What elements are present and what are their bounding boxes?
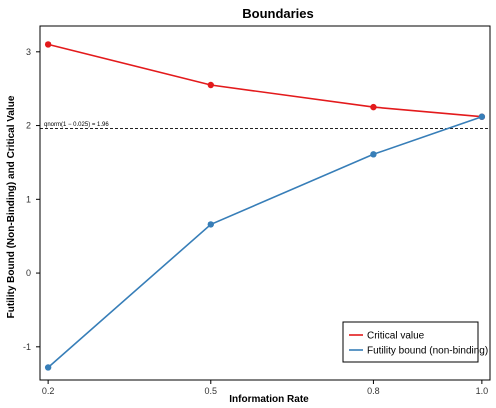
y-axis: -1 0 1 2 3 — [23, 47, 40, 352]
futility-bound-point — [44, 364, 52, 371]
futility-bound-point — [207, 221, 214, 228]
y-tick-label: 2 — [26, 121, 31, 131]
critical-value-line — [47, 43, 482, 118]
plot-frame — [39, 25, 491, 381]
legend-futility-bound-label: Futility bound (non-binding) — [367, 346, 488, 357]
futility-bound-point — [370, 151, 377, 158]
x-axis: 0.2 0.5 0.8 1.0 — [42, 380, 488, 396]
x-tick-label: 0.2 — [42, 386, 55, 396]
reference-line-label: qnorm(1 − 0.025) = 1.96 — [44, 122, 109, 128]
series-layer — [44, 41, 486, 371]
x-tick-label: 0.5 — [205, 386, 218, 396]
legend-box — [342, 321, 479, 363]
y-axis-title: Futility Bound (Non-Binding) and Critica… — [6, 95, 17, 318]
y-tick-label: 1 — [26, 194, 31, 204]
critical-value-point — [44, 41, 52, 48]
critical-value-point — [207, 81, 214, 89]
reference-layer: qnorm(1 − 0.025) = 1.96 — [40, 122, 490, 129]
y-tick-label: -1 — [23, 342, 31, 352]
futility-bound-point — [478, 113, 486, 120]
critical-value-point — [370, 103, 377, 111]
futility-bound-line — [47, 115, 483, 369]
plot-border — [39, 25, 491, 381]
x-axis-title: Information Rate — [229, 394, 309, 405]
y-tick-label: 0 — [26, 268, 31, 278]
y-tick-label: 3 — [26, 47, 31, 57]
legend: Critical value Futility bound (non-bindin… — [342, 321, 488, 363]
legend-critical-value-label: Critical value — [367, 331, 425, 342]
chart-title: Boundaries — [242, 6, 314, 21]
x-tick-label: 0.8 — [367, 386, 380, 396]
x-tick-label: 1.0 — [476, 386, 489, 396]
